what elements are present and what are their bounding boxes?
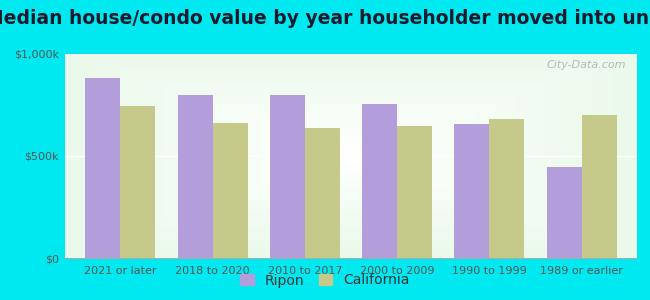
Bar: [270, 95, 305, 258]
Bar: [305, 128, 340, 258]
Legend: Ripon, California: Ripon, California: [235, 268, 415, 293]
Bar: [547, 167, 582, 258]
Bar: [120, 106, 155, 258]
Bar: [362, 104, 397, 258]
Bar: [177, 95, 213, 258]
Text: Median house/condo value by year householder moved into unit: Median house/condo value by year househo…: [0, 9, 650, 28]
Bar: [582, 115, 617, 258]
Bar: [454, 124, 489, 258]
Bar: [213, 123, 248, 258]
Bar: [397, 126, 432, 258]
Text: City-Data.com: City-Data.com: [546, 60, 625, 70]
Bar: [85, 79, 120, 258]
Bar: [489, 119, 525, 258]
